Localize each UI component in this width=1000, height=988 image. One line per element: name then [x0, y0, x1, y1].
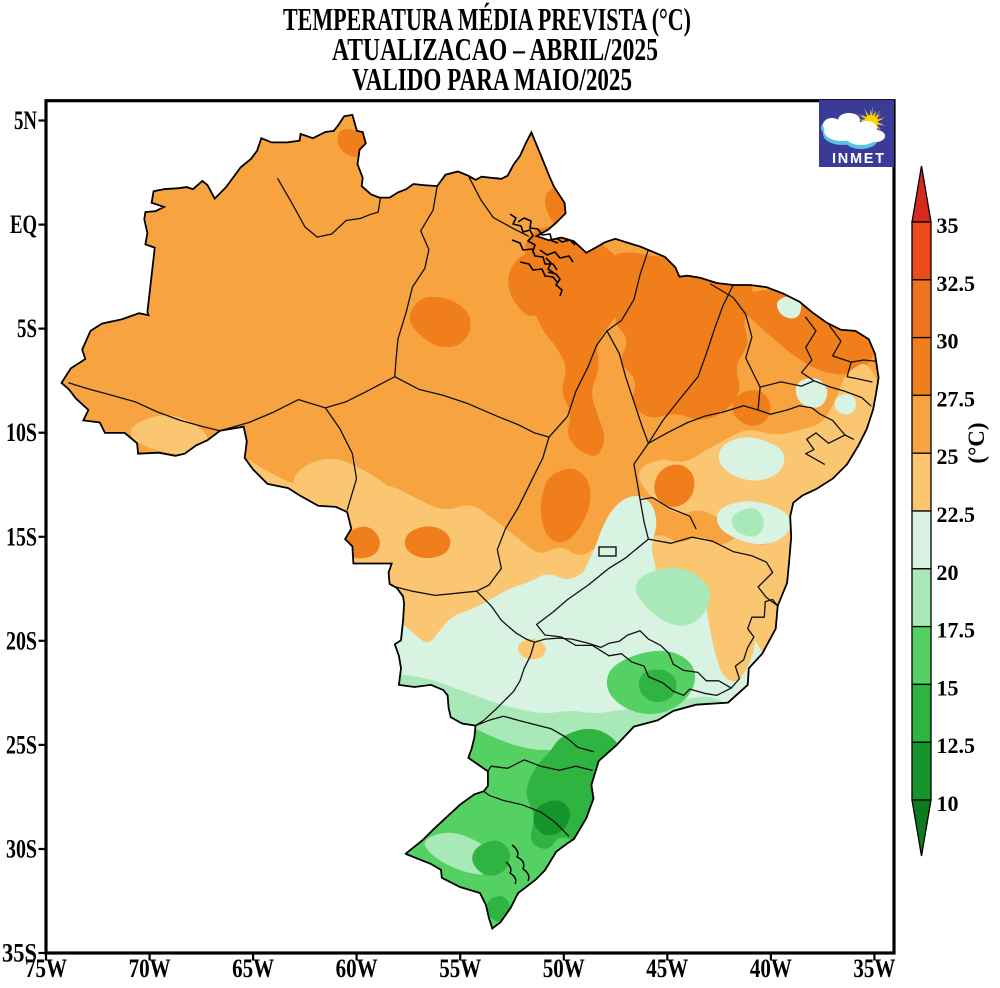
- svg-text:25S: 25S: [6, 730, 37, 759]
- svg-text:17.5: 17.5: [937, 618, 976, 643]
- svg-text:INMET: INMET: [832, 151, 884, 167]
- svg-text:25: 25: [937, 444, 959, 469]
- svg-text:12.5: 12.5: [937, 733, 976, 758]
- svg-text:22.5: 22.5: [937, 502, 976, 527]
- svg-text:50W: 50W: [543, 954, 585, 983]
- svg-text:20S: 20S: [6, 626, 37, 655]
- svg-text:VALIDO PARA MAIO/2025: VALIDO PARA MAIO/2025: [352, 61, 632, 97]
- svg-text:10S: 10S: [6, 418, 37, 447]
- svg-text:60W: 60W: [336, 954, 378, 983]
- svg-text:(°C): (°C): [964, 422, 989, 463]
- svg-text:35: 35: [937, 213, 959, 238]
- svg-text:27.5: 27.5: [937, 386, 976, 411]
- svg-text:45W: 45W: [646, 954, 688, 983]
- svg-text:35W: 35W: [853, 954, 895, 983]
- svg-text:TEMPERATURA MÉDIA PREVISTA (°C: TEMPERATURA MÉDIA PREVISTA (°C): [283, 1, 691, 37]
- svg-text:EQ: EQ: [10, 210, 37, 239]
- svg-text:15: 15: [937, 675, 959, 700]
- svg-text:15S: 15S: [6, 522, 37, 551]
- svg-text:32.5: 32.5: [937, 271, 976, 296]
- svg-text:65W: 65W: [232, 954, 274, 983]
- svg-text:ATUALIZACAO – ABRIL/2025: ATUALIZACAO – ABRIL/2025: [332, 31, 658, 67]
- svg-text:70W: 70W: [129, 954, 171, 983]
- svg-text:35S: 35S: [2, 939, 37, 968]
- svg-text:55W: 55W: [439, 954, 481, 983]
- svg-text:20: 20: [937, 560, 959, 585]
- svg-text:5N: 5N: [14, 106, 37, 135]
- svg-text:30S: 30S: [6, 835, 37, 864]
- svg-text:30: 30: [937, 329, 959, 354]
- svg-text:5S: 5S: [17, 314, 37, 343]
- svg-text:40W: 40W: [750, 954, 792, 983]
- svg-text:10: 10: [937, 791, 959, 816]
- svg-text:75W: 75W: [25, 954, 67, 983]
